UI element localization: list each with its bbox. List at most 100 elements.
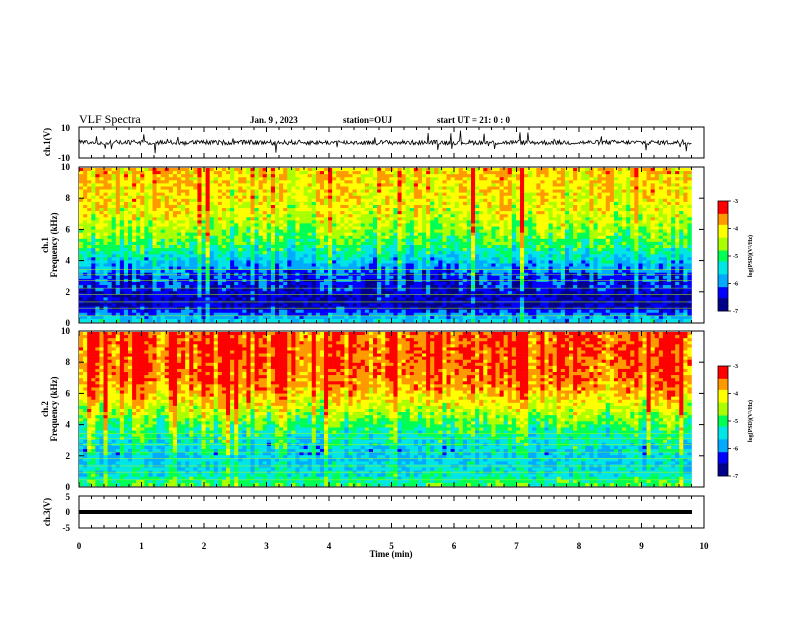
spectrogram-cell	[405, 171, 411, 175]
spectrogram-cell	[430, 171, 435, 175]
spectrogram-cell	[609, 192, 615, 197]
spectrogram-cell	[258, 251, 264, 255]
spectrogram-cell	[111, 186, 117, 190]
spectrogram-cell	[597, 266, 602, 270]
spectrogram-cell	[532, 223, 537, 227]
spectrogram-cell	[107, 248, 112, 252]
spectrogram-cell	[560, 251, 566, 255]
spectrogram-cell	[152, 171, 157, 175]
spectrogram-cell	[687, 217, 692, 221]
spectrogram-cell	[193, 171, 198, 175]
spectrogram-cell	[242, 183, 247, 187]
spectrogram-cell	[348, 174, 353, 178]
spectrogram-cell	[368, 235, 374, 240]
spectrogram-cell	[242, 180, 247, 184]
spectrogram-cell	[667, 251, 672, 255]
spectrogram-cell	[266, 189, 272, 193]
spectrogram-cell	[79, 201, 84, 206]
spectrogram-cell	[683, 251, 688, 255]
spectrogram-cell	[91, 266, 96, 270]
spectrogram-cell	[381, 217, 386, 221]
spectrogram-cell	[95, 204, 100, 209]
spectrogram-cell	[446, 186, 451, 190]
spectrogram-cell	[389, 232, 394, 237]
spectrogram-cell	[234, 251, 239, 255]
spectrogram-cell	[283, 198, 288, 203]
spectrogram-cell	[319, 266, 325, 270]
spectrogram-cell	[373, 189, 378, 193]
spectrogram-cell	[234, 257, 239, 261]
spectrogram-cell	[385, 254, 390, 258]
spectrogram-cell	[515, 214, 521, 218]
spectrogram-cell	[495, 248, 500, 252]
spectrogram-cell	[593, 171, 598, 175]
spectrogram-cell	[650, 251, 656, 255]
spectrogram-cell	[172, 232, 178, 237]
spectrogram-cell	[540, 245, 545, 249]
spectrogram-cell	[336, 214, 341, 218]
spectrogram-cell	[532, 186, 537, 190]
spectrogram-cell	[524, 251, 529, 255]
spectrogram-cell	[356, 192, 362, 197]
spectrogram-cell	[213, 211, 219, 215]
spectrogram-cell	[597, 257, 602, 261]
spectrogram-cell	[279, 232, 284, 237]
spectrogram-cell	[426, 180, 431, 184]
spectrogram-cell	[618, 192, 623, 197]
spectrogram-cell	[189, 223, 194, 227]
spectrogram-cell	[103, 208, 108, 212]
spectrogram-cell	[458, 245, 464, 249]
spectrogram-cell	[275, 214, 280, 218]
spectrogram-cell	[270, 186, 276, 190]
spectrogram-cell	[475, 201, 480, 206]
spectrogram-cell	[556, 223, 562, 227]
spectrogram-cell	[266, 168, 272, 172]
spectrogram-cell	[597, 260, 602, 264]
spectrogram-cell	[638, 168, 643, 172]
spectrogram-cell	[177, 220, 182, 224]
spectrogram-cell	[164, 180, 170, 184]
spectrogram-cell	[99, 204, 104, 209]
spectrogram-cell	[197, 189, 202, 193]
spectrogram-cell	[164, 220, 170, 224]
spectrogram-cell	[144, 220, 149, 224]
spectrogram-cell	[291, 177, 296, 181]
spectrogram-cell	[328, 171, 333, 175]
spectrogram-cell	[622, 180, 627, 184]
spectrogram-cell	[642, 201, 647, 206]
spectrogram-cell	[283, 177, 288, 181]
spectrogram-cell	[667, 266, 672, 270]
spectrogram-cell	[172, 217, 178, 221]
spectrogram-cell	[373, 251, 378, 255]
spectrogram-cell	[675, 223, 680, 227]
spectrogram-cell	[679, 214, 684, 218]
spectrogram-cell	[397, 251, 402, 255]
spectrogram-cell	[417, 226, 423, 230]
spectrogram-cell	[499, 201, 504, 206]
spectrogram-cell	[650, 260, 656, 264]
spectrogram-cell	[91, 174, 96, 178]
spectrogram-cell	[103, 171, 108, 175]
spectrogram-cell	[144, 201, 149, 206]
spectrogram-cell	[254, 208, 259, 212]
spectrogram-cell	[193, 168, 198, 172]
spectrogram-cell	[213, 174, 219, 178]
spectrogram-cell	[642, 180, 647, 184]
spectrogram-cell	[671, 251, 676, 255]
spectrogram-cell	[397, 180, 402, 184]
spectrogram-cell	[217, 241, 223, 246]
spectrogram-cell	[307, 189, 313, 193]
spectrogram-cell	[540, 263, 545, 267]
spectrogram-cell	[577, 201, 582, 206]
spectrogram-cell	[123, 168, 129, 172]
spectrogram-cell	[177, 174, 182, 178]
spectrogram-cell	[234, 220, 239, 224]
spectrogram-cell	[270, 198, 276, 203]
spectrogram-cell	[132, 211, 137, 215]
spectrogram-cell	[499, 171, 504, 175]
spectrogram-cell	[128, 260, 133, 264]
spectrogram-cell	[675, 254, 680, 258]
spectrogram-cell	[503, 192, 509, 197]
spectrogram-cell	[548, 223, 553, 227]
spectrogram-cell	[373, 257, 378, 261]
